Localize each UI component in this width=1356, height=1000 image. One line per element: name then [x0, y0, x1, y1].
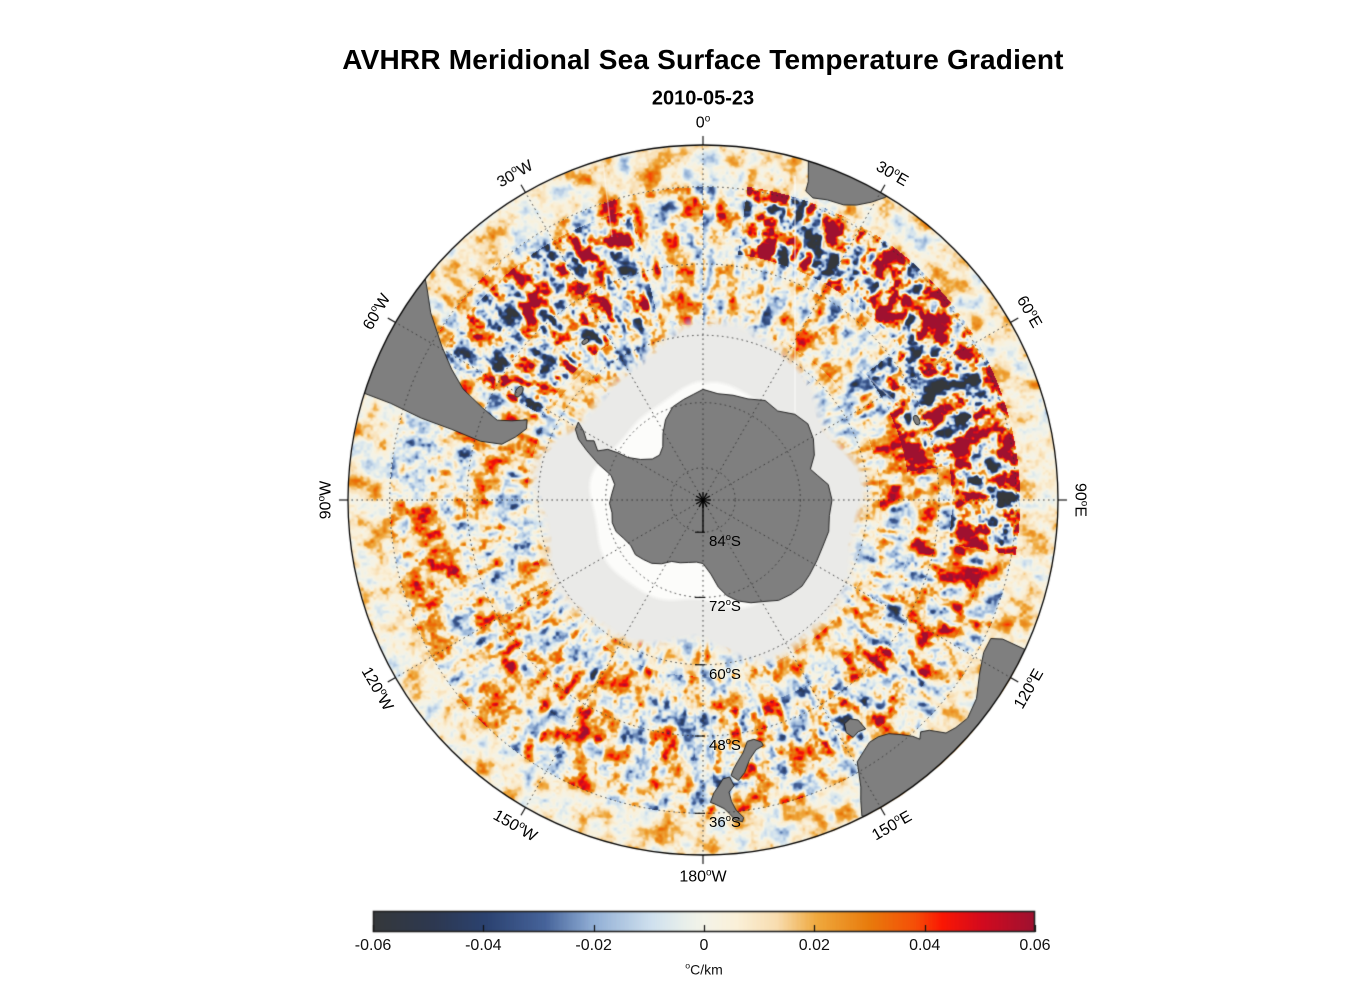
- colorbar-tick-label: -0.04: [465, 937, 502, 954]
- parallel-label: 72oS: [709, 597, 741, 616]
- parallel-label: 84oS: [709, 532, 741, 551]
- meridian-label: 90oE: [1071, 483, 1090, 517]
- colorbar-tick-label: -0.06: [354, 937, 392, 954]
- colorbar-tick-label: 0.02: [798, 937, 830, 954]
- meridian-label: 180oW: [679, 867, 727, 886]
- colorbar-tick-label: 0.06: [1019, 937, 1051, 954]
- parallel-label: 60oS: [709, 664, 741, 683]
- meridian-label: 90oW: [316, 480, 335, 520]
- colorbar-tick-label: -0.02: [575, 937, 612, 954]
- meridian-label: 0o: [695, 113, 711, 132]
- chart-title: AVHRR Meridional Sea Surface Temperature…: [342, 44, 1064, 75]
- parallel-label: 48oS: [709, 736, 741, 755]
- colorbar-tick-label: 0.04: [909, 937, 941, 954]
- parallel-label: 36oS: [709, 813, 741, 832]
- colorbar-tick-label: 0: [699, 937, 709, 954]
- chart-date: 2010-05-23: [651, 87, 755, 110]
- colorbar-unit-label: oC/km: [685, 960, 723, 978]
